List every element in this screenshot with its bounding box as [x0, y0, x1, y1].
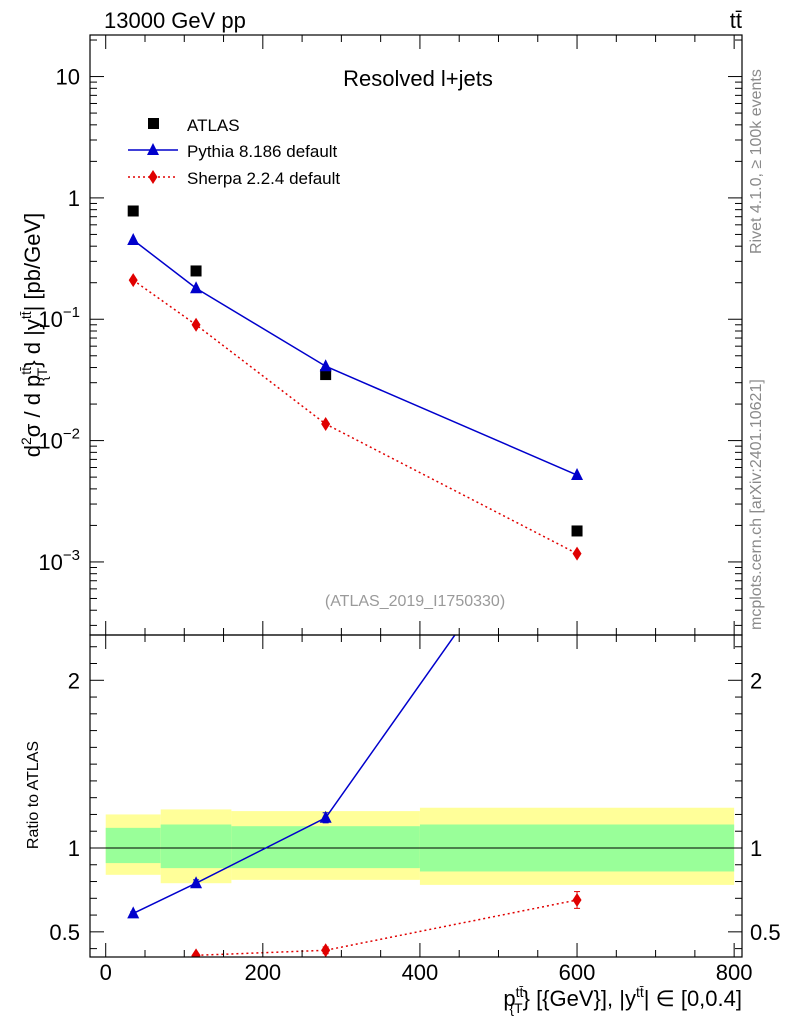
atlas-point: [320, 369, 332, 381]
ratio-y-tick-label-right: 0.5: [750, 920, 781, 945]
plot-title: Resolved l+jets: [343, 66, 493, 91]
uncertainty-bands: [90, 807, 742, 885]
y-tick-label: 1: [68, 186, 80, 211]
sherpa-point: [191, 317, 201, 332]
pythia-ratio-line: [132, 635, 456, 915]
sherpa-ratio-point: [129, 963, 138, 977]
band-inner: [160, 824, 232, 869]
analysis-watermark: (ATLAS_2019_I1750330): [325, 593, 505, 610]
main-ylabel: d2σ / d ptt̄{T} d |ytt̄| [pb/GeV]: [18, 213, 50, 458]
rivet-version-label: Rivet 4.1.0, ≥ 100k events: [748, 69, 765, 254]
x-tick-label: 0: [100, 960, 112, 985]
x-tick-label: 200: [244, 960, 281, 985]
ratio-y-tick-label-right: 2: [750, 668, 762, 693]
band-inner: [231, 826, 420, 869]
legend-atlas-marker: [148, 118, 159, 129]
ratio-y-tick-label: 2: [68, 668, 80, 693]
sherpa-ratio-line: [185, 899, 578, 957]
legend-label: Sherpa 2.2.4 default: [187, 169, 340, 188]
sherpa-line: [132, 279, 578, 555]
svg-text:d2σ / d ptt̄{T} d |ytt̄| [pb/G: d2σ / d ptt̄{T} d |ytt̄| [pb/GeV]: [18, 213, 50, 458]
ratio-y-tick-label: 1: [68, 836, 80, 861]
legend-label: ATLAS: [187, 116, 240, 135]
sherpa-point: [321, 417, 331, 432]
pythia-point: [127, 232, 140, 245]
pythia-point: [190, 281, 203, 294]
legend-pythia-marker: [147, 143, 159, 155]
ratio-y-tick-label: 0.5: [49, 920, 80, 945]
mcplots-label: mcplots.cern.ch [arXiv:2401.10621]: [748, 379, 765, 630]
pythia-ratio-point: [571, 455, 583, 467]
pythia-point: [571, 468, 584, 481]
x-tick-label: 400: [402, 960, 439, 985]
ratio-frame: [89, 634, 743, 958]
band-inner: [105, 827, 161, 864]
y-tick-label: 10−2: [38, 426, 80, 454]
pythia-ratio-point: [319, 810, 332, 823]
sherpa-ratio-point: [572, 892, 582, 907]
x-tick-label: 800: [716, 960, 753, 985]
legend: ATLAS Pythia 8.186 default Sherpa 2.2.4 de…: [128, 116, 340, 188]
ratio-ylabel: Ratio to ATLAS: [25, 741, 42, 849]
pythia-line: [132, 239, 578, 476]
atlas-point: [571, 525, 583, 537]
y-tick-label: 10−1: [38, 304, 80, 332]
sherpa-point: [128, 273, 138, 288]
process-label: tt̄: [730, 8, 742, 33]
sherpa-point: [572, 546, 582, 561]
x-axis-label: ptt̄ {T} [{GeV}], |ytt̄| ∈ [0,0.4]: [503, 984, 742, 1016]
legend-sherpa-marker: [148, 170, 158, 184]
atlas-point: [127, 205, 139, 217]
x-tick-label: 600: [559, 960, 596, 985]
atlas-point: [190, 265, 202, 277]
sherpa-ratio-point: [321, 943, 331, 957]
y-tick-label: 10−3: [38, 547, 80, 575]
pythia-ratio-point: [127, 906, 140, 919]
ratio-y-tick-label-right: 1: [750, 836, 762, 861]
pythia-ratio-point: [190, 876, 203, 889]
pythia-point: [319, 359, 332, 372]
y-tick-label: 10: [56, 65, 80, 90]
legend-label: Pythia 8.186 default: [187, 142, 338, 161]
sherpa-ratio-point: [191, 948, 201, 957]
svg-text:ptt̄{T} [{GeV}], |ytt̄| ∈ [0,0: ptt̄ {T} [{GeV}], |ytt̄| ∈ [0,0.4]: [503, 984, 742, 1016]
energy-label: 13000 GeV pp: [104, 8, 246, 33]
